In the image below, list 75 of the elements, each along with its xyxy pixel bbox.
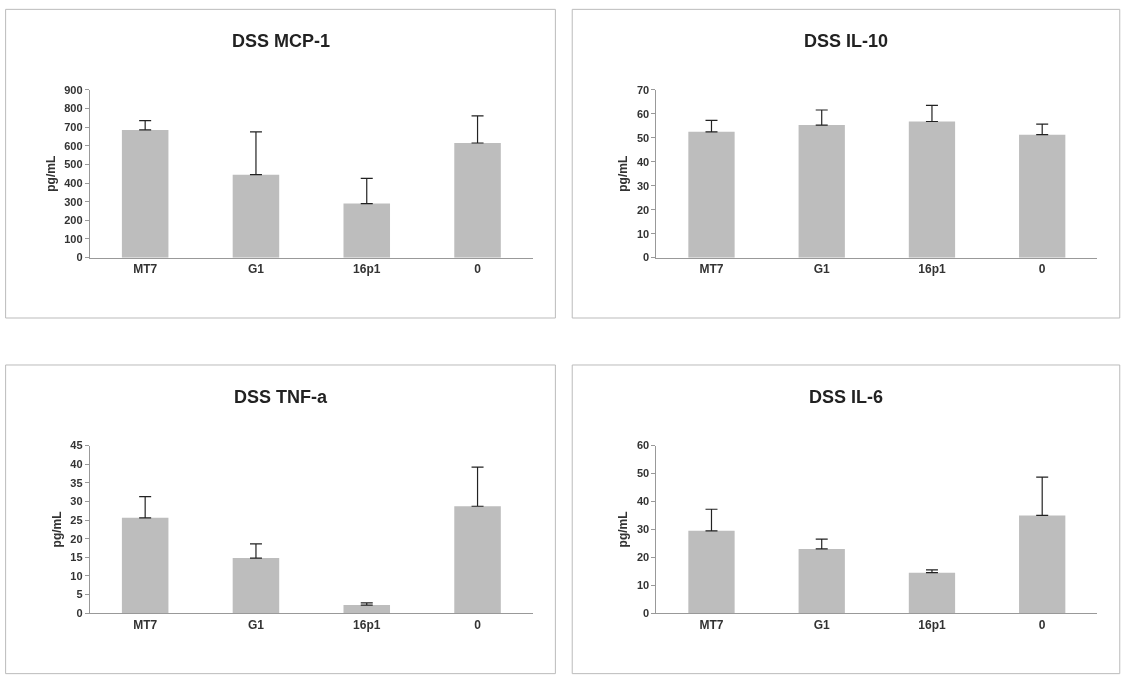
y-tick-label: 10 — [636, 579, 650, 592]
bar — [798, 125, 845, 258]
bar — [454, 143, 501, 258]
bar — [908, 572, 956, 614]
y-axis-title: pg/mL — [616, 155, 631, 192]
y-tick-label: 35 — [70, 476, 83, 489]
y-tick-label: 30 — [636, 179, 650, 192]
x-tick-label: MT7 — [699, 262, 724, 277]
bar — [1019, 134, 1066, 258]
y-tick-label: 40 — [636, 155, 650, 168]
chart-title: DSS IL-6 — [809, 387, 884, 407]
y-tick-label: 20 — [636, 203, 650, 216]
y-tick-label: 0 — [76, 251, 83, 264]
y-tick-label: 10 — [70, 569, 83, 582]
bar — [1019, 515, 1066, 614]
y-tick-label: 20 — [70, 532, 83, 545]
y-tick-label: 200 — [64, 214, 83, 227]
y-axis-title: pg/mL — [616, 511, 631, 548]
bar — [454, 506, 501, 614]
y-tick-label: 0 — [643, 251, 650, 264]
y-tick-label: 50 — [636, 467, 650, 480]
bar — [121, 129, 169, 258]
y-tick-label: 60 — [636, 439, 650, 452]
x-tick-label: 0 — [1038, 617, 1046, 632]
y-tick-label: 45 — [70, 439, 83, 452]
y-tick-label: 600 — [64, 139, 83, 152]
y-tick-label: 700 — [64, 121, 83, 134]
x-tick-label: MT7 — [133, 262, 158, 277]
bar — [688, 131, 735, 258]
bar — [232, 558, 280, 614]
y-tick-label: 15 — [70, 551, 83, 564]
y-tick-label: 30 — [636, 523, 650, 536]
y-tick-label: 500 — [64, 158, 83, 171]
y-tick-label: 25 — [70, 513, 83, 526]
bar — [121, 517, 169, 614]
y-tick-label: 100 — [64, 232, 83, 245]
x-tick-label: MT7 — [133, 617, 158, 632]
chart-title: DSS IL-10 — [804, 31, 889, 51]
x-tick-label: 16p1 — [918, 617, 946, 632]
x-tick-label: 0 — [1038, 262, 1046, 277]
y-tick-label: 0 — [643, 607, 650, 620]
y-tick-label: 400 — [64, 176, 83, 189]
chart-title: DSS MCP-1 — [232, 31, 331, 51]
y-tick-label: 10 — [636, 227, 650, 240]
y-tick-label: 50 — [636, 131, 650, 144]
y-tick-label: 0 — [76, 607, 83, 620]
y-axis-title: pg/mL — [49, 511, 64, 548]
x-tick-label: 16p1 — [353, 262, 381, 277]
y-tick-label: 40 — [70, 457, 83, 470]
x-tick-label: 0 — [474, 262, 482, 277]
x-tick-label: 0 — [474, 617, 482, 632]
bar — [232, 174, 280, 258]
y-tick-label: 900 — [64, 83, 83, 96]
bar — [343, 605, 391, 614]
chart-title: DSS TNF-a — [234, 387, 328, 407]
x-tick-label: G1 — [247, 262, 265, 277]
x-tick-label: 16p1 — [353, 617, 381, 632]
y-tick-label: 60 — [636, 107, 650, 120]
y-tick-label: 800 — [64, 102, 83, 115]
y-tick-label: 5 — [76, 588, 83, 601]
x-tick-label: G1 — [247, 617, 265, 632]
bar — [688, 530, 735, 614]
x-tick-label: G1 — [813, 262, 831, 277]
x-tick-label: MT7 — [699, 617, 724, 632]
bar — [343, 203, 391, 258]
x-tick-label: G1 — [813, 617, 831, 632]
y-tick-label: 40 — [636, 495, 650, 508]
x-tick-label: 16p1 — [918, 262, 946, 277]
y-axis-title: pg/mL — [43, 155, 58, 192]
y-tick-label: 70 — [636, 83, 650, 96]
y-tick-label: 30 — [70, 495, 83, 508]
y-tick-label: 20 — [636, 551, 650, 564]
y-tick-label: 300 — [64, 195, 83, 208]
bar — [798, 548, 845, 614]
bar — [908, 121, 956, 258]
